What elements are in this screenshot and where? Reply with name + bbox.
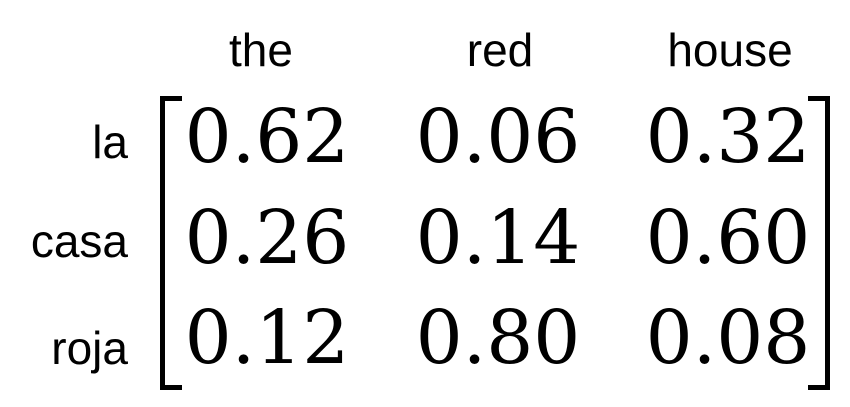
- matrix-cell-roja-house: 0.08: [645, 295, 811, 381]
- matrix-cell-roja-the: 0.12: [184, 295, 350, 381]
- matrix-cell-casa-house: 0.60: [645, 195, 811, 281]
- row-label-la: la: [92, 116, 128, 168]
- row-label-casa: casa: [30, 215, 128, 267]
- row-label-roja: roja: [51, 322, 128, 374]
- matrix-cell-la-house: 0.32: [645, 94, 811, 180]
- matrix-cell-roja-red: 0.80: [415, 295, 581, 381]
- matrix-left-bracket: [160, 96, 182, 390]
- column-header-the: the: [229, 24, 293, 76]
- matrix-cell-casa-red: 0.14: [415, 195, 581, 281]
- matrix-right-bracket: [808, 96, 830, 390]
- column-header-house: house: [667, 24, 793, 76]
- matrix-cell-casa-the: 0.26: [184, 195, 350, 281]
- matrix-cell-la-the: 0.62: [184, 94, 350, 180]
- matrix-cell-la-red: 0.06: [415, 94, 581, 180]
- column-header-red: red: [466, 24, 534, 76]
